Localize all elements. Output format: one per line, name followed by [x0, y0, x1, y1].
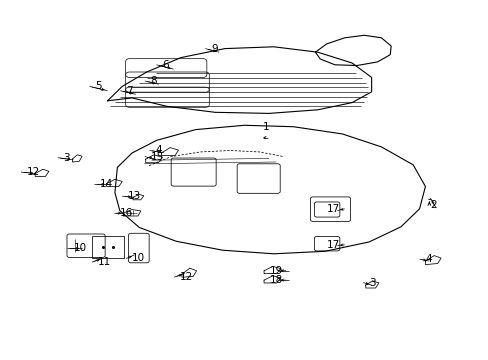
Text: 4: 4: [155, 145, 162, 156]
Text: 17: 17: [326, 204, 339, 214]
Text: 15: 15: [150, 152, 163, 162]
Text: 19: 19: [269, 266, 282, 276]
Text: 13: 13: [128, 191, 141, 201]
Text: 18: 18: [269, 275, 282, 285]
Text: 4: 4: [425, 254, 431, 264]
Text: 17: 17: [326, 240, 339, 250]
Text: 16: 16: [120, 208, 133, 218]
Bar: [92, 236, 123, 258]
Text: 6: 6: [162, 60, 169, 70]
Text: 10: 10: [73, 243, 86, 253]
Text: 12: 12: [180, 272, 193, 282]
Text: 11: 11: [98, 257, 111, 267]
Text: 12: 12: [27, 167, 40, 177]
Text: 8: 8: [150, 76, 157, 86]
Text: 3: 3: [63, 153, 70, 163]
Text: 10: 10: [132, 253, 145, 264]
Text: 9: 9: [211, 44, 218, 54]
Text: 5: 5: [95, 81, 102, 91]
Text: 14: 14: [100, 179, 113, 189]
Text: 2: 2: [429, 200, 436, 210]
Text: 1: 1: [263, 122, 269, 132]
Text: 7: 7: [126, 86, 133, 96]
Text: 3: 3: [368, 278, 375, 288]
